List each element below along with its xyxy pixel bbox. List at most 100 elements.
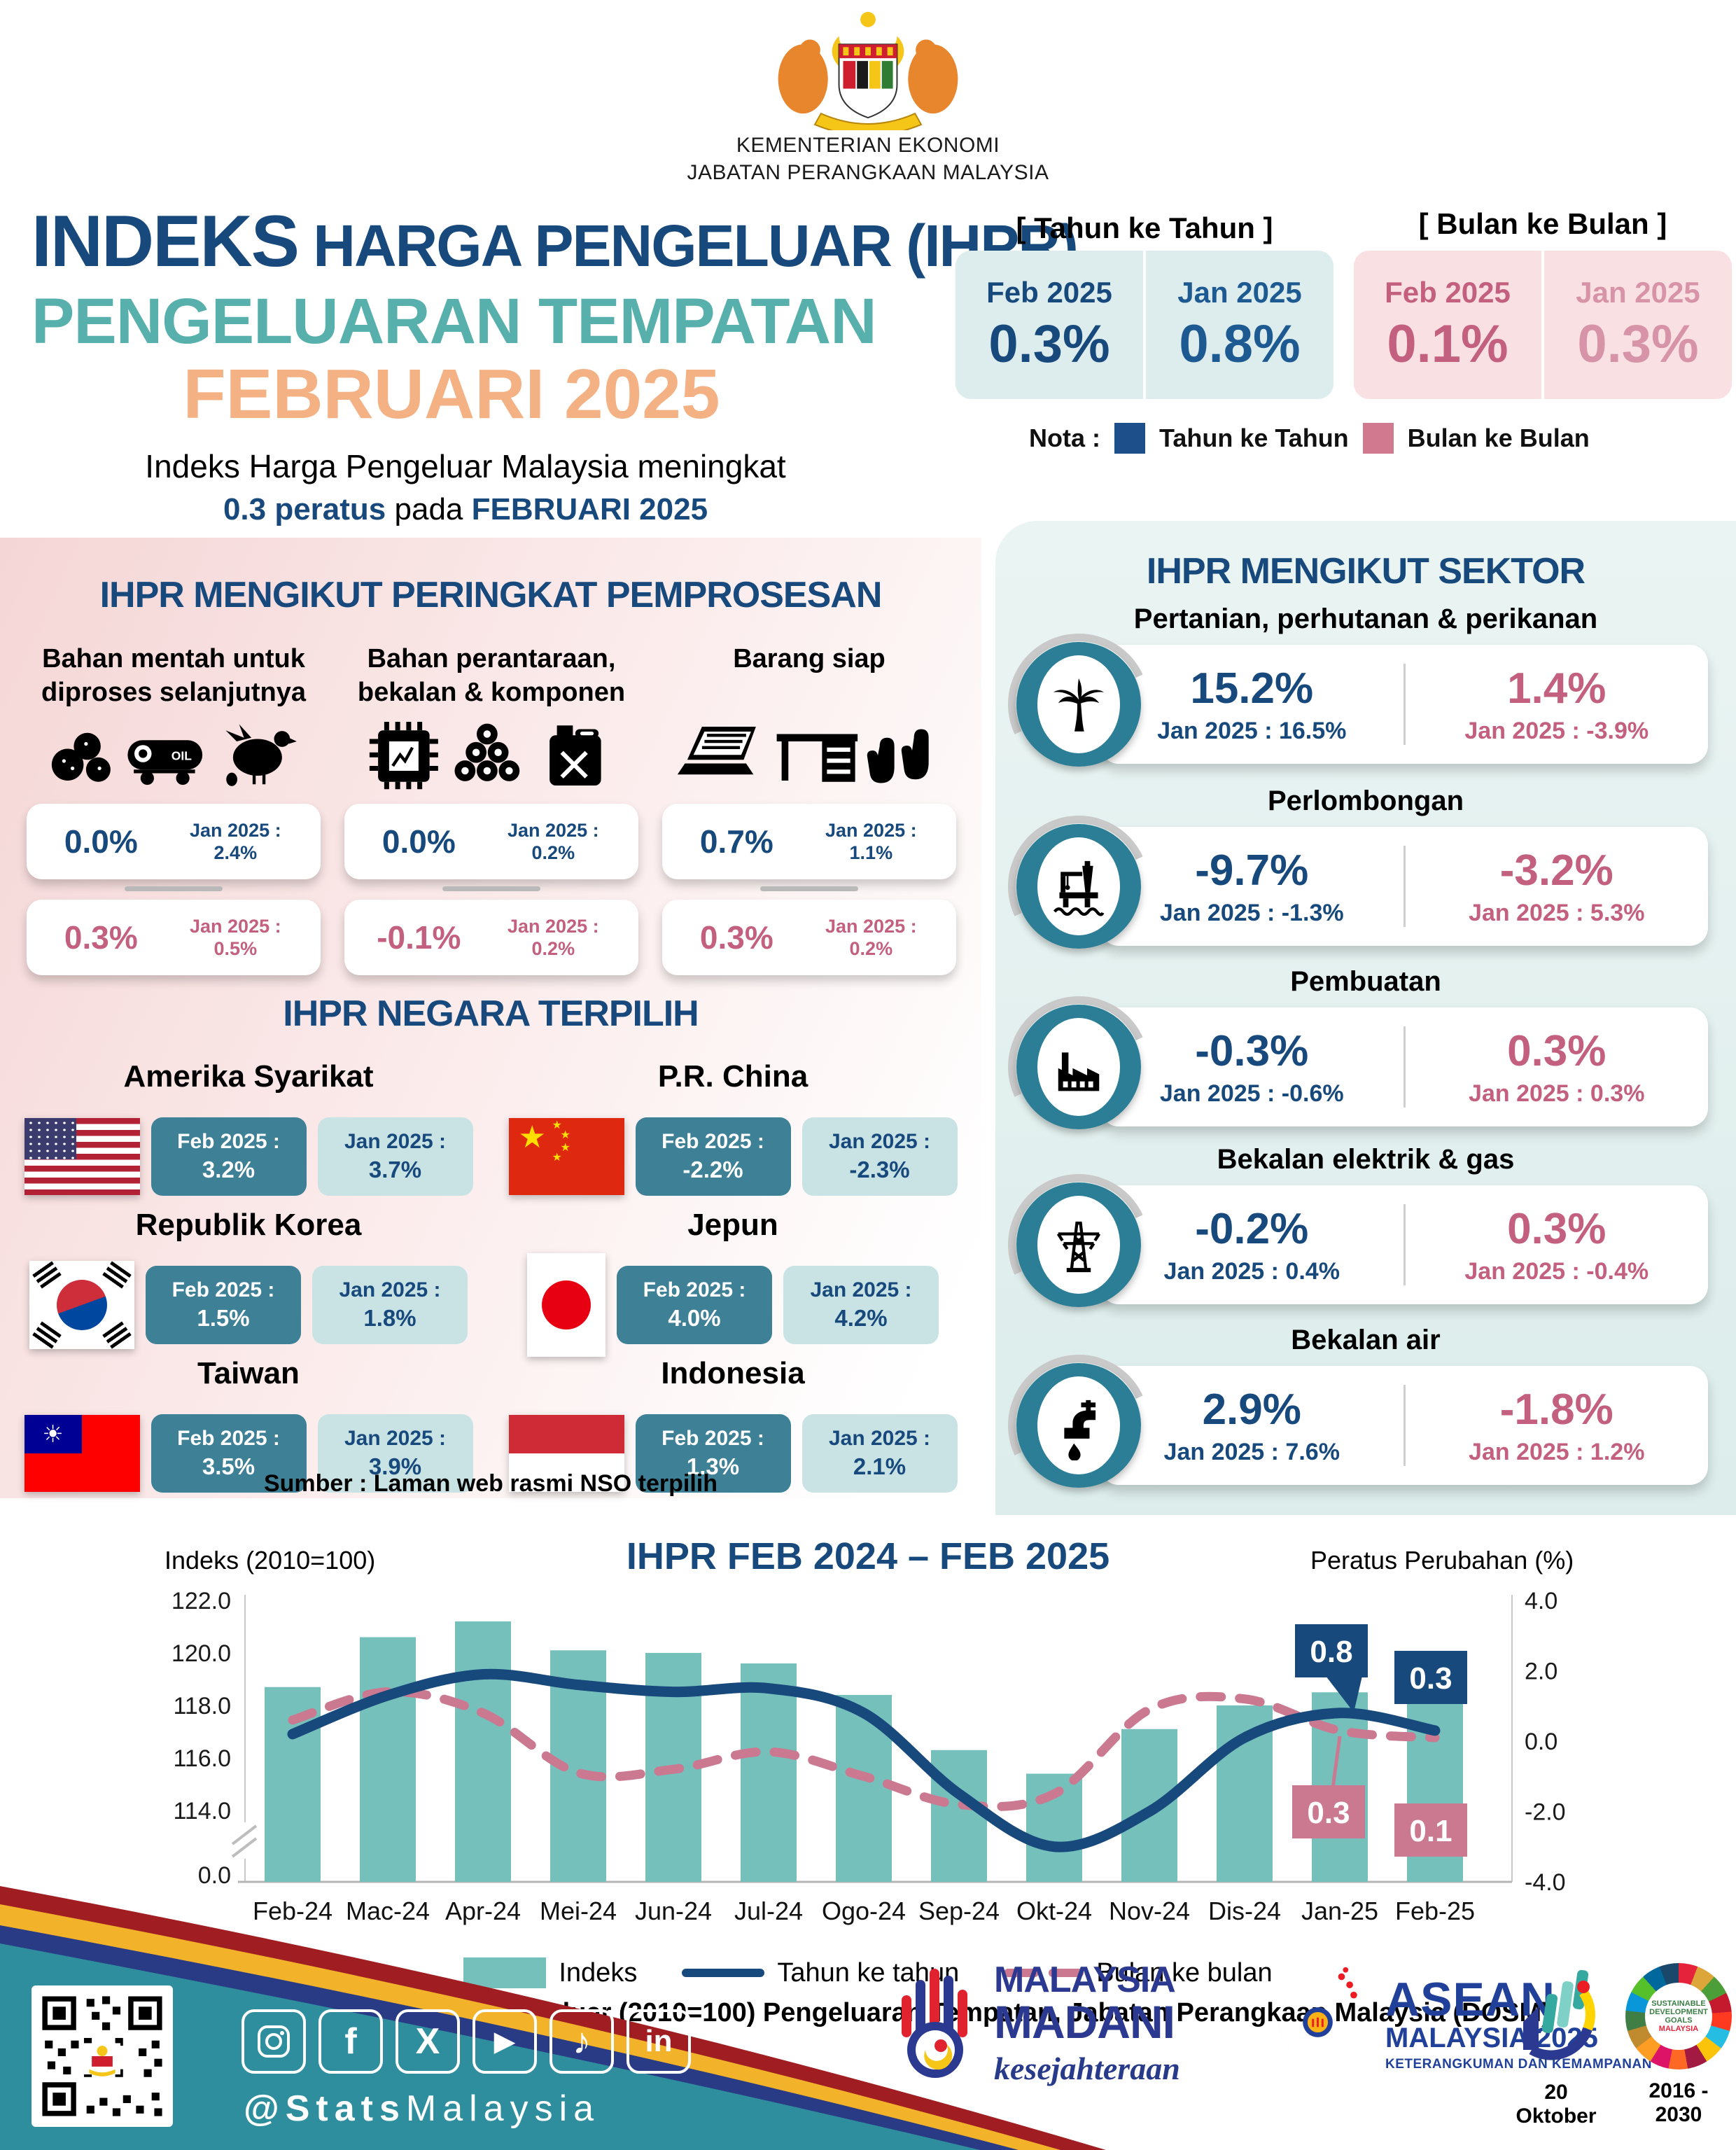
- oil-rig-icon: [988, 795, 1170, 977]
- svg-text:2.0: 2.0: [1525, 1659, 1558, 1685]
- processing-and-countries-panel: IHPR MENGIKUT PERINGKAT PEMPROSESAN Baha…: [0, 538, 981, 1498]
- subtitle-line1: Indeks Harga Pengeluar Malaysia meningka…: [145, 448, 786, 484]
- indonesia-feb-box: Feb 2025 :1.3%: [635, 1414, 791, 1493]
- raw-mom-prev: 0.5%: [214, 938, 258, 959]
- processing-heading: IHPR MENGIKUT PERINGKAT PEMPROSESAN: [99, 575, 883, 615]
- intermediate-yoy-value: 0.0%: [382, 823, 456, 860]
- facebook-icon[interactable]: f: [318, 2009, 383, 2074]
- chicken-icon: [225, 724, 297, 786]
- yoy-line-swatch: [682, 1969, 765, 1977]
- mystats-caption: 20 Oktober: [1516, 2081, 1597, 2128]
- svg-text:114.0: 114.0: [173, 1798, 231, 1824]
- ministry-name: KEMENTERIAN EKONOMI JABATAN PERANGKAAN M…: [623, 132, 1113, 186]
- ihpr-combo-chart: 122.0 120.0 118.0 116.0 114.0 0.0 4.0 2.0 0.0 -2.…: [172, 1588, 1566, 1925]
- nota-label: Nota :: [1029, 424, 1100, 452]
- svg-text:0.0: 0.0: [1525, 1729, 1558, 1755]
- svg-text:Apr-24: Apr-24: [445, 1897, 521, 1925]
- finished-mom-value: 0.3%: [699, 919, 774, 956]
- mining-yoy: -9.7%: [1195, 846, 1309, 895]
- youtube-icon[interactable]: ▶: [472, 2009, 537, 2074]
- gloves-icon: [867, 729, 929, 783]
- indonesia-flag: [508, 1415, 624, 1492]
- countries-heading: IHPR NEGARA TERPILIH: [283, 993, 699, 1034]
- jerrycan-icon: [550, 725, 601, 786]
- instagram-icon[interactable]: [241, 2009, 306, 2074]
- japan-flag: [527, 1253, 606, 1357]
- sector-electricity-gas: Bekalan elektrik & gas -0.2% Jan 2025 : …: [988, 1144, 1736, 1336]
- svg-text:0.1: 0.1: [1409, 1814, 1452, 1848]
- qr-center-crest-icon: [83, 2043, 121, 2076]
- svg-text:0.3: 0.3: [1307, 1796, 1350, 1830]
- intermediate-yoy-prev: 0.2%: [531, 842, 575, 863]
- nota-legend: Nota : Tahun ke Tahun Bulan ke Bulan: [1029, 423, 1590, 454]
- mom-box-title: [ Bulan ke Bulan ]: [1418, 207, 1667, 240]
- ore-rocks-icon: [51, 732, 111, 782]
- taiwan-jan-box: Jan 2025 :3.9%: [317, 1414, 473, 1493]
- indonesia-jan-box: Jan 2025 :2.1%: [802, 1414, 958, 1493]
- south-korea-flag: [29, 1261, 134, 1349]
- svg-text:Nov-24: Nov-24: [1109, 1897, 1190, 1925]
- korea-jan-box: Jan 2025 :1.8%: [312, 1266, 468, 1344]
- svg-text:OIL: OIL: [172, 748, 192, 762]
- processing-group-raw-materials: Bahan mentah untuk diproses selanjutnya O…: [27, 643, 321, 975]
- china-feb-box: Feb 2025 : -2.2%: [635, 1117, 791, 1196]
- processing-group-intermediate: Bahan perantaraan, bekalan & komponen: [344, 643, 638, 975]
- country-indonesia: Indonesia Feb 2025 :1.3% Jan 2025 :2.1%: [505, 1356, 960, 1506]
- intermediate-mom-prev: 0.2%: [531, 938, 575, 959]
- country-japan: Jepun Feb 2025 :4.0% Jan 2025 :4.2%: [505, 1208, 960, 1357]
- agriculture-mom-prev: Jan 2025 : -3.9%: [1464, 718, 1649, 744]
- electricity-yoy: -0.2%: [1195, 1205, 1309, 1253]
- sdg-wheel-logo: SUSTAINABLE DEVELOPMENT GOALS MALAYSIA 2…: [1623, 1963, 1735, 2127]
- coat-of-arms-logo: [757, 4, 979, 137]
- nota-mom-label: Bulan ke Bulan: [1407, 424, 1590, 452]
- raw-mom-value: 0.3%: [64, 919, 138, 956]
- mom-summary-box: Feb 2025 0.1% Jan 2025 0.3%: [1354, 251, 1732, 399]
- electricity-mom-prev: Jan 2025 : -0.4%: [1464, 1258, 1649, 1285]
- bar-swatch: [463, 1957, 547, 1988]
- countries-source-note: Sumber : Laman web rasmi NSO terpilih: [263, 1470, 718, 1497]
- x-icon[interactable]: X: [396, 2009, 460, 2074]
- desk-icon: [776, 734, 858, 782]
- svg-text:Jul-24: Jul-24: [734, 1897, 803, 1925]
- water-yoy-prev: Jan 2025 : 7.6%: [1163, 1439, 1340, 1465]
- chart-right-axis-label: Peratus Perubahan (%): [1310, 1546, 1574, 1575]
- page-title: INDEKS HARGA PENGELUAR (IHPR) PENGELUARA…: [31, 200, 1079, 527]
- korea-feb-box: Feb 2025 :1.5%: [146, 1266, 301, 1344]
- water-mom-prev: Jan 2025 : 1.2%: [1469, 1439, 1645, 1465]
- factory-icon: [988, 976, 1170, 1158]
- sectors-heading: IHPR MENGIKUT SEKTOR: [1146, 551, 1586, 592]
- manufacturing-yoy-prev: Jan 2025 : -0.6%: [1159, 1080, 1344, 1107]
- svg-text:Feb-24: Feb-24: [253, 1897, 332, 1925]
- mining-mom-prev: Jan 2025 : 5.3%: [1469, 900, 1645, 926]
- logs-icon: [454, 723, 520, 781]
- tiktok-icon[interactable]: ♪: [550, 2009, 614, 2074]
- sector-mining: Perlombongan -9.7%: [988, 786, 1736, 977]
- taiwan-sun-icon: ☀: [42, 1420, 64, 1448]
- country-korea: Republik Korea Feb 2025 :1.5% Jan 2025 :…: [21, 1208, 476, 1357]
- usa-feb-box: Feb 2025 :3.2%: [150, 1117, 307, 1196]
- taiwan-flag: ☀: [24, 1415, 140, 1492]
- statistics-day-icon: [1523, 1969, 1595, 2060]
- svg-text:120.0: 120.0: [172, 1640, 231, 1667]
- raw-yoy-card: 0.0% Jan 2025 :2.4%: [27, 804, 321, 879]
- title-line2: PENGELUARAN TEMPATAN: [31, 286, 877, 357]
- social-handle: @StatsMalaysia: [244, 2088, 601, 2129]
- svg-text:0.3: 0.3: [1409, 1661, 1452, 1696]
- country-taiwan: Taiwan ☀ Feb 2025 :3.5% Jan 2025 :3.9%: [21, 1356, 476, 1506]
- svg-text:Jan-25: Jan-25: [1301, 1897, 1378, 1925]
- svg-text:Okt-24: Okt-24: [1016, 1897, 1092, 1925]
- svg-text:Ogo-24: Ogo-24: [822, 1897, 906, 1925]
- title-line1: INDEKS HARGA PENGELUAR (IHPR): [31, 201, 1079, 282]
- agriculture-mom: 1.4%: [1507, 664, 1606, 713]
- nota-yoy-label: Tahun ke Tahun: [1159, 424, 1349, 452]
- annotation-0.3: [1292, 1785, 1365, 1838]
- finished-yoy-prev: 1.1%: [849, 842, 893, 863]
- malaysia-madani-logo: MALAYSIA MADANI kesejahteraan: [897, 1959, 1180, 2088]
- linkedin-icon[interactable]: in: [626, 2009, 691, 2074]
- title-line3: FEBRUARI 2025: [183, 355, 720, 433]
- ministry-line2: JABATAN PERANGKAAN MALAYSIA: [687, 161, 1049, 184]
- mom-feb-value: 0.1%: [1387, 314, 1508, 374]
- yoy-line: [287, 1668, 1441, 1852]
- china-jan-box: Jan 2025 : -2.3%: [802, 1117, 958, 1196]
- chart-title: IHPR FEB 2024 – FEB 2025: [626, 1535, 1110, 1577]
